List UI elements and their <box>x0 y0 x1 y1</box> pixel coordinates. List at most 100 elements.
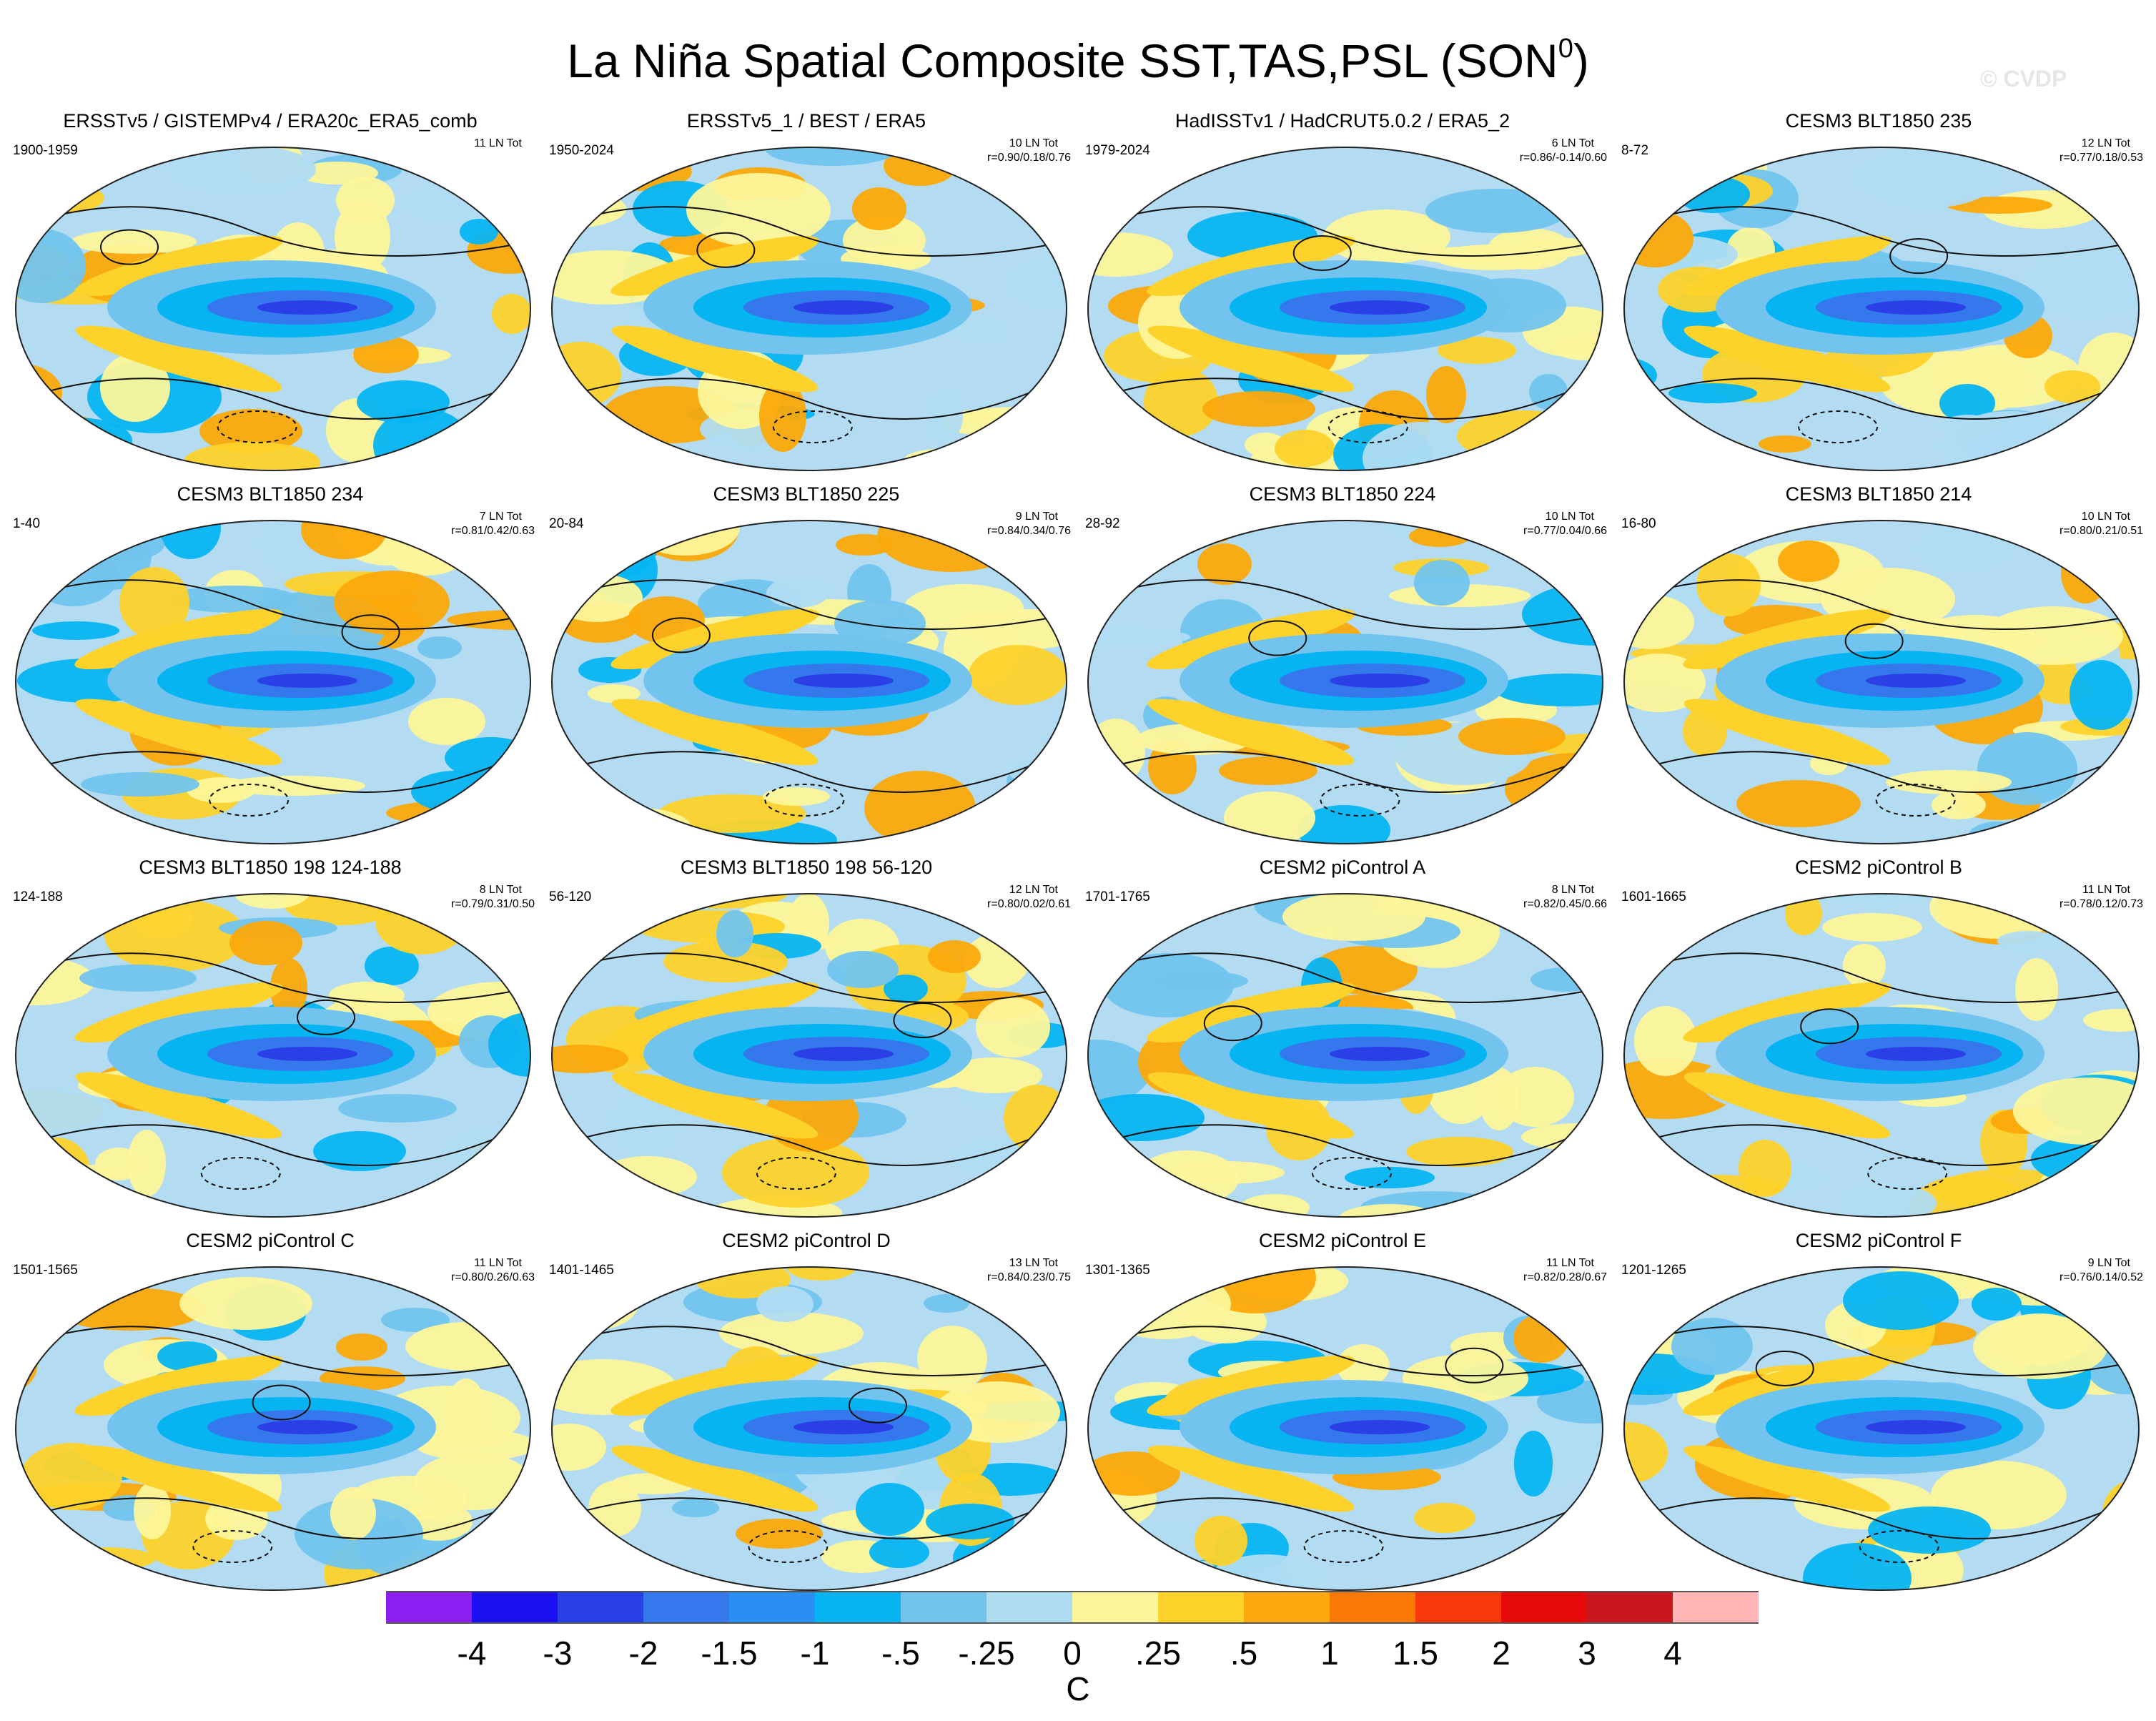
panel-pattern-correlation: r=0.90/0.18/0.76 <box>987 152 1071 164</box>
panel-title: CESM2 piControl F <box>1795 1230 1962 1251</box>
panel-years: 1401-1465 <box>549 1263 614 1278</box>
panel-event-count: 13 LN Tot <box>1009 1257 1058 1269</box>
panel-pattern-correlation: r=0.81/0.42/0.63 <box>451 525 535 537</box>
colorbar-tick-label: 2 <box>1492 1634 1510 1672</box>
colorbar-tick-label: .5 <box>1230 1634 1258 1672</box>
colorbar-swatch <box>1501 1591 1587 1624</box>
panel-event-count: 12 LN Tot <box>2081 137 2130 149</box>
map-panel: CESM3 BLT1850 224 28-92 10 LN Tot r=0.77… <box>1078 480 1607 852</box>
colorbar-tick-label: -3 <box>543 1634 573 1672</box>
map-panel: CESM2 piControl C 1501-1565 11 LN Tot r=… <box>6 1227 535 1599</box>
colorbar-tick-label: -4 <box>457 1634 487 1672</box>
panel-years: 124-188 <box>13 889 63 904</box>
panel-event-count: 11 LN Tot <box>473 137 522 149</box>
colorbar-swatch <box>472 1591 558 1624</box>
panel-years: 1-40 <box>13 516 41 531</box>
panel-event-count: 9 LN Tot <box>1015 511 1058 523</box>
panel-pattern-correlation: r=0.77/0.18/0.53 <box>2059 152 2143 164</box>
anomaly-map <box>1087 893 1603 1218</box>
panel-pattern-correlation: r=0.84/0.23/0.75 <box>987 1271 1071 1283</box>
colorbar-tick-label: -2 <box>628 1634 658 1672</box>
panel-title: ERSSTv5 / GISTEMPv4 / ERA20c_ERA5_comb <box>63 110 478 132</box>
anomaly-map <box>551 1266 1067 1591</box>
panel-years: 20-84 <box>549 516 584 531</box>
colorbar-tick-label: .25 <box>1135 1634 1181 1672</box>
panel-years: 1900-1959 <box>13 143 78 158</box>
panel-event-count: 11 LN Tot <box>2082 884 2130 896</box>
map-panel: CESM3 BLT1850 235 8-72 12 LN Tot r=0.77/… <box>1614 107 2143 479</box>
map-panel: CESM3 BLT1850 234 1-40 7 LN Tot r=0.81/0… <box>6 480 535 852</box>
panel-years: 1950-2024 <box>549 143 614 158</box>
panel-title: CESM3 BLT1850 235 <box>1785 110 1972 132</box>
panel-event-count: 10 LN Tot <box>1545 511 1594 523</box>
panel-title: CESM3 BLT1850 225 <box>713 483 900 505</box>
colorbar-tick-label: 1 <box>1320 1634 1339 1672</box>
anomaly-map <box>1087 520 1603 844</box>
panel-title: ERSSTv5_1 / BEST / ERA5 <box>686 110 926 132</box>
map-panel: CESM3 BLT1850 198 56-120 56-120 12 LN To… <box>542 854 1071 1226</box>
colorbar <box>386 1591 1769 1625</box>
colorbar-swatch <box>1158 1591 1244 1624</box>
colorbar-swatch <box>643 1591 729 1624</box>
panel-event-count: 10 LN Tot <box>1009 137 1058 149</box>
anomaly-map <box>1623 520 2140 844</box>
panel-years: 56-120 <box>549 889 592 904</box>
panel-event-count: 8 LN Tot <box>479 884 522 896</box>
panel-title: CESM2 piControl D <box>722 1230 891 1251</box>
anomaly-map <box>15 893 531 1218</box>
panel-title: CESM2 piControl B <box>1794 857 1963 878</box>
map-panel: ERSSTv5 / GISTEMPv4 / ERA20c_ERA5_comb 1… <box>6 107 535 479</box>
panel-pattern-correlation: r=0.82/0.45/0.66 <box>1523 898 1607 910</box>
colorbar-swatch <box>1330 1591 1415 1624</box>
anomaly-map <box>551 893 1067 1218</box>
panel-pattern-correlation: r=0.80/0.02/0.61 <box>987 898 1071 910</box>
anomaly-map <box>551 520 1067 844</box>
colorbar-swatch <box>386 1591 472 1624</box>
colorbar-swatch <box>1673 1591 1759 1624</box>
panel-event-count: 6 LN Tot <box>1551 137 1594 149</box>
panel-title: CESM2 piControl E <box>1258 1230 1427 1251</box>
panel-pattern-correlation: r=0.84/0.34/0.76 <box>987 525 1071 537</box>
anomaly-map <box>1623 147 2140 471</box>
colorbar-tick-label: 3 <box>1578 1634 1596 1672</box>
colorbar-swatch <box>986 1591 1072 1624</box>
panel-event-count: 9 LN Tot <box>2087 1257 2130 1269</box>
panel-pattern-correlation: r=0.82/0.28/0.67 <box>1523 1271 1607 1283</box>
map-panel: HadISSTv1 / HadCRUT5.0.2 / ERA5_2 1979-2… <box>1078 107 1607 479</box>
panel-event-count: 12 LN Tot <box>1009 884 1058 896</box>
colorbar-tick-label: 1.5 <box>1393 1634 1438 1672</box>
panel-title: CESM2 piControl A <box>1259 857 1426 878</box>
colorbar-swatch <box>1587 1591 1673 1624</box>
colorbar-unit: C <box>1066 1670 1090 1707</box>
panel-event-count: 11 LN Tot <box>473 1257 522 1269</box>
map-panel: CESM3 BLT1850 225 20-84 9 LN Tot r=0.84/… <box>542 480 1071 852</box>
map-panel: CESM3 BLT1850 214 16-80 10 LN Tot r=0.80… <box>1614 480 2143 852</box>
panel-event-count: 7 LN Tot <box>479 511 522 523</box>
panel-pattern-correlation: r=0.79/0.31/0.50 <box>451 898 535 910</box>
panel-years: 1979-2024 <box>1085 143 1150 158</box>
colorbar-tick-label: -.5 <box>881 1634 920 1672</box>
colorbar-swatch <box>1244 1591 1330 1624</box>
panel-title: CESM3 BLT1850 198 124-188 <box>139 857 402 878</box>
colorbar-swatch <box>729 1591 815 1624</box>
panel-pattern-correlation: r=0.80/0.26/0.63 <box>451 1271 535 1283</box>
colorbar-tick-label: -1 <box>800 1634 830 1672</box>
panel-title: HadISSTv1 / HadCRUT5.0.2 / ERA5_2 <box>1175 110 1510 132</box>
colorbar-swatch <box>1415 1591 1501 1624</box>
panel-pattern-correlation: r=0.76/0.14/0.52 <box>2059 1271 2143 1283</box>
anomaly-map <box>15 147 531 471</box>
anomaly-map <box>1623 1266 2140 1591</box>
map-panel: CESM2 piControl B 1601-1665 11 LN Tot r=… <box>1614 854 2143 1226</box>
panel-event-count: 11 LN Tot <box>1546 1257 1594 1269</box>
colorbar-swatch <box>815 1591 901 1624</box>
panel-pattern-correlation: r=0.78/0.12/0.73 <box>2059 898 2143 910</box>
panel-pattern-correlation: r=0.77/0.04/0.66 <box>1523 525 1607 537</box>
panel-years: 1301-1365 <box>1085 1263 1150 1278</box>
map-panel: CESM2 piControl F 1201-1265 9 LN Tot r=0… <box>1614 1227 2143 1599</box>
panel-event-count: 8 LN Tot <box>1551 884 1594 896</box>
anomaly-map <box>15 520 531 844</box>
panel-pattern-correlation: r=0.80/0.21/0.51 <box>2059 525 2143 537</box>
panel-title: CESM3 BLT1850 224 <box>1249 483 1436 505</box>
map-panel: CESM2 piControl D 1401-1465 13 LN Tot r=… <box>542 1227 1071 1599</box>
panel-title: CESM3 BLT1850 234 <box>177 483 364 505</box>
